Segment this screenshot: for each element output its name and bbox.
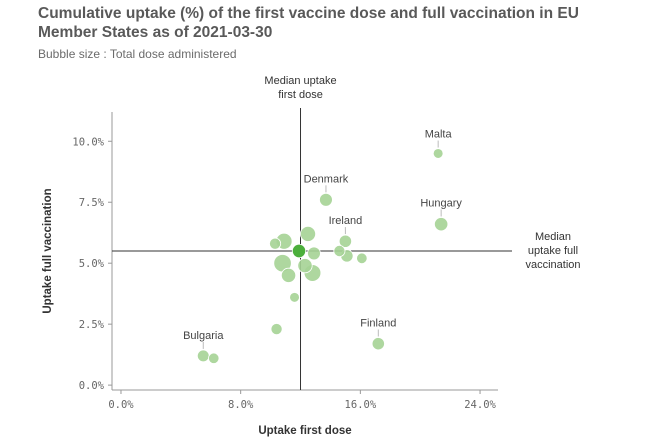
median-y-annotation: vaccination	[525, 259, 580, 271]
bubble	[289, 292, 300, 303]
x-tick-label: 0.0%	[108, 399, 134, 411]
bubble-hungary	[434, 217, 449, 232]
y-tick-label: 5.0%	[79, 258, 105, 270]
x-tick-label: 16.0%	[345, 399, 377, 411]
bubble-ireland	[338, 234, 352, 248]
bubble-label: Hungary	[420, 197, 462, 209]
bubble-denmark	[319, 192, 333, 207]
x-tick-label: 8.0%	[228, 399, 254, 411]
x-tick-label: 24.0%	[464, 399, 496, 411]
bubble	[208, 352, 220, 364]
median-x-annotation: first dose	[278, 89, 323, 101]
bubble-label: Bulgaria	[183, 330, 224, 342]
median-y-annotation: uptake full	[528, 245, 578, 257]
bubble-label: Ireland	[329, 215, 363, 227]
y-tick-label: 10.0%	[72, 136, 104, 148]
y-tick-label: 7.5%	[79, 197, 105, 209]
bubble	[270, 323, 283, 336]
median-x-annotation: Median uptake	[264, 75, 336, 87]
bubble-finland	[371, 337, 385, 351]
bubble	[333, 244, 346, 258]
bubble	[297, 258, 313, 274]
bubble-label: Finland	[360, 317, 396, 329]
bubble	[299, 225, 317, 242]
x-axis-label: Uptake first dose	[258, 425, 351, 437]
bubble	[356, 252, 368, 264]
y-tick-label: 0.0%	[79, 380, 105, 392]
bubble	[307, 246, 321, 261]
bubble-label: Malta	[425, 129, 453, 141]
bubble	[291, 243, 307, 259]
bubble-label: Denmark	[304, 173, 349, 185]
median-y-annotation: Median	[535, 231, 571, 243]
y-axis-label: Uptake full vaccination	[42, 188, 54, 313]
bubble-bulgaria	[196, 349, 210, 363]
bubble	[280, 267, 297, 283]
bubble-malta	[432, 148, 444, 159]
chart-subtitle: Bubble size : Total dose administered	[38, 47, 237, 61]
bubble	[269, 237, 282, 250]
y-tick-label: 2.5%	[79, 319, 105, 331]
chart-title: Cumulative uptake (%) of the first vacci…	[38, 5, 579, 41]
